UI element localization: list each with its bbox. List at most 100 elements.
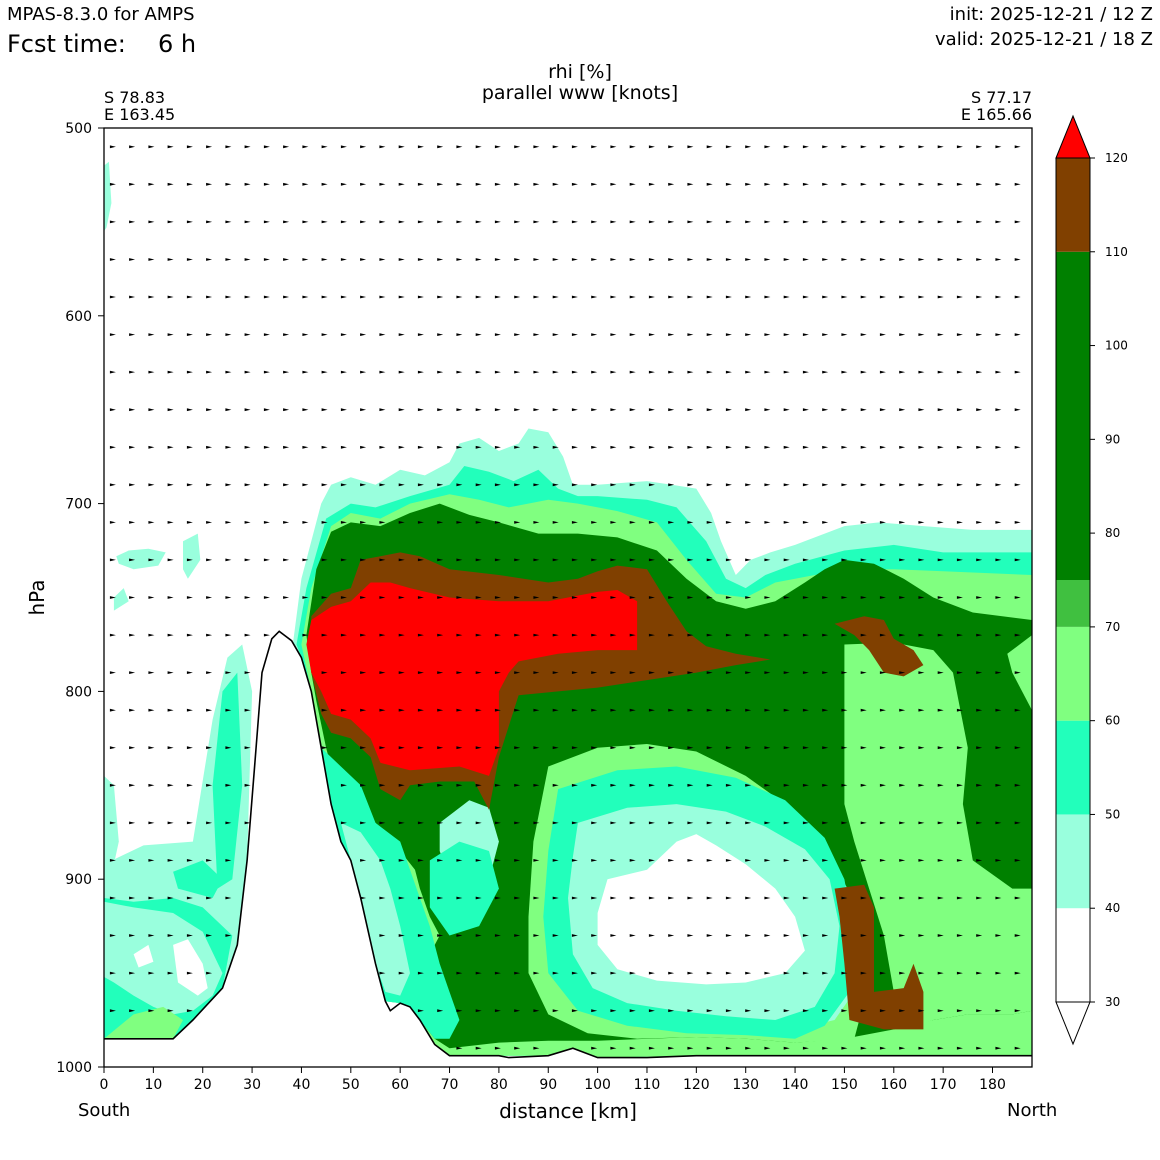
wind-vector (764, 671, 771, 674)
wind-vector (648, 934, 655, 937)
wind-vector (1014, 1009, 1021, 1013)
wind-vector (822, 859, 829, 862)
wind-vector (475, 633, 482, 637)
wind-vector (1014, 859, 1021, 862)
wind-vector (648, 521, 655, 524)
wind-vector (360, 220, 367, 224)
wind-vector (514, 596, 521, 599)
wind-vector (514, 558, 521, 562)
wind-vector (552, 934, 559, 937)
wind-vector (918, 1009, 925, 1013)
wind-vector (725, 558, 732, 562)
wind-vector (475, 445, 482, 449)
wind-vector (379, 258, 386, 261)
wind-vector (533, 521, 540, 524)
wind-vector (167, 783, 174, 787)
right-longitude: E 165.66 (960, 105, 1032, 124)
wind-vector (648, 1009, 655, 1013)
wind-vector (437, 258, 444, 261)
wind-vector (148, 445, 155, 449)
wind-vector (668, 633, 675, 637)
wind-vector (1014, 821, 1021, 825)
wind-vector (186, 445, 193, 449)
wind-vector (167, 145, 174, 149)
wind-vector (687, 258, 694, 261)
wind-vector (629, 220, 636, 224)
wind-vector (841, 971, 848, 975)
wind-vector (725, 445, 732, 449)
wind-vector (321, 220, 328, 224)
wind-vector (860, 746, 867, 750)
wind-vector (918, 1046, 925, 1050)
wind-vector (879, 370, 886, 374)
wind-vector (360, 182, 367, 186)
wind-vector (225, 596, 232, 599)
wind-vector (379, 859, 386, 862)
chart-title: rhi [%] (548, 61, 612, 83)
wind-vector (783, 220, 790, 224)
wind-vector (841, 821, 848, 825)
wind-vector (360, 896, 367, 900)
wind-vector (109, 821, 116, 825)
wind-vector (976, 896, 983, 900)
wind-vector (976, 258, 983, 261)
rhi-region-40-2 (104, 775, 119, 867)
wind-vector (263, 295, 270, 299)
wind-vector (725, 408, 732, 412)
wind-vector (937, 746, 944, 750)
wind-vector (437, 333, 444, 336)
wind-vector (533, 220, 540, 224)
wind-vector (263, 370, 270, 374)
wind-vector (129, 1009, 136, 1013)
wind-vector (706, 408, 713, 412)
wind-vector (360, 258, 367, 261)
wind-vector (417, 370, 424, 374)
wind-vector (687, 596, 694, 599)
wind-vector (417, 333, 424, 336)
wind-vector (475, 333, 482, 336)
wind-vector (899, 370, 906, 374)
wind-vector (571, 408, 578, 412)
wind-vector (437, 596, 444, 599)
wind-vector (398, 821, 405, 825)
wind-vector (591, 258, 598, 261)
wind-vector (533, 971, 540, 975)
wind-vector (571, 1009, 578, 1013)
wind-vector (648, 445, 655, 449)
wind-vector (552, 746, 559, 750)
wind-vector (668, 145, 675, 149)
plot-area (104, 145, 1032, 1067)
wind-vector (186, 746, 193, 750)
wind-vector (283, 145, 290, 149)
wind-vector (417, 896, 424, 900)
wind-vector (514, 295, 521, 299)
wind-vector (417, 671, 424, 674)
x-tick-label: 20 (194, 1077, 212, 1093)
wind-vector (552, 182, 559, 186)
wind-vector (937, 333, 944, 336)
wind-vector (668, 671, 675, 674)
wind-vector (340, 258, 347, 261)
wind-vector (225, 220, 232, 224)
wind-vector (822, 258, 829, 261)
wind-vector (225, 821, 232, 825)
wind-vector (802, 483, 809, 487)
wind-vector (437, 220, 444, 224)
wind-vector (899, 671, 906, 674)
wind-vector (244, 671, 251, 674)
wind-vector (109, 408, 116, 412)
wind-vector (629, 333, 636, 336)
wind-vector (167, 521, 174, 524)
wind-vector (1014, 445, 1021, 449)
wind-vector (822, 746, 829, 750)
wind-vector (841, 445, 848, 449)
wind-vector (860, 220, 867, 224)
wind-vector (783, 145, 790, 149)
wind-vector (725, 859, 732, 862)
x-tick-label: 30 (243, 1077, 261, 1093)
wind-vector (456, 220, 463, 224)
wind-vector (956, 1046, 963, 1050)
plot-frame (103, 127, 1033, 1068)
wind-vector (167, 408, 174, 412)
wind-vector (764, 633, 771, 637)
